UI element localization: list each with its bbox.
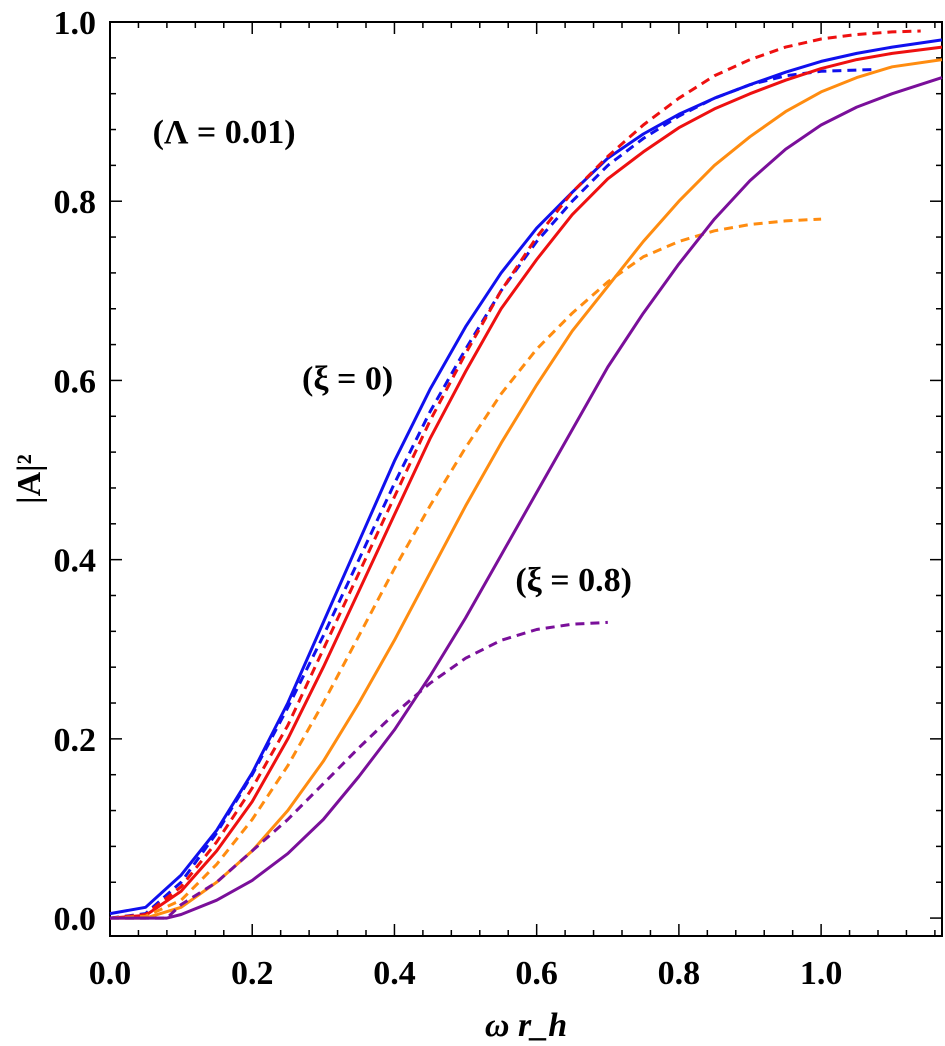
annotation-3: (ξ = 0.8) bbox=[515, 562, 632, 599]
x-tick-label: 0.4 bbox=[373, 955, 416, 992]
x-tick-label: 0.6 bbox=[515, 955, 558, 992]
y-tick-label: 1.0 bbox=[54, 5, 97, 42]
series-line-6 bbox=[109, 217, 822, 920]
y-tick-label: 0.8 bbox=[54, 184, 97, 221]
series-line-4 bbox=[109, 29, 921, 920]
x-tick-label: 1.0 bbox=[800, 955, 843, 992]
axis-ticks: 0.0 0.2 0.4 0.6 0.8 1.0 0.0 0.2 0.4 0.6 0.8 1.0 bbox=[54, 5, 942, 992]
y-tick-label: 0.0 bbox=[54, 901, 97, 938]
x-tick-label: 0.0 bbox=[89, 955, 132, 992]
x-axis-label: ω r_h bbox=[485, 1007, 567, 1044]
series-group bbox=[109, 29, 943, 920]
series-line-8 bbox=[110, 620, 608, 920]
series-line-2 bbox=[109, 68, 875, 920]
y-tick-label: 0.2 bbox=[54, 722, 97, 759]
x-tick-label: 0.8 bbox=[658, 955, 701, 992]
y-tick-label: 0.4 bbox=[54, 543, 97, 580]
series-line-7 bbox=[110, 76, 943, 920]
y-tick-label: 0.6 bbox=[54, 363, 97, 400]
annotation-1: (Λ = 0.01) bbox=[153, 114, 296, 151]
x-tick-label: 0.2 bbox=[231, 955, 274, 992]
annotations: (Λ = 0.01) (ξ = 0) (ξ = 0.8) bbox=[153, 114, 632, 599]
series-line-5 bbox=[110, 58, 943, 920]
annotation-2: (ξ = 0) bbox=[302, 360, 393, 397]
y-axis-label: |A|² bbox=[11, 454, 48, 504]
series-line-3 bbox=[109, 45, 943, 920]
axis-labels: ω r_h |A|² bbox=[11, 454, 567, 1044]
series-line-1 bbox=[109, 38, 943, 916]
plot-frame bbox=[109, 21, 943, 937]
